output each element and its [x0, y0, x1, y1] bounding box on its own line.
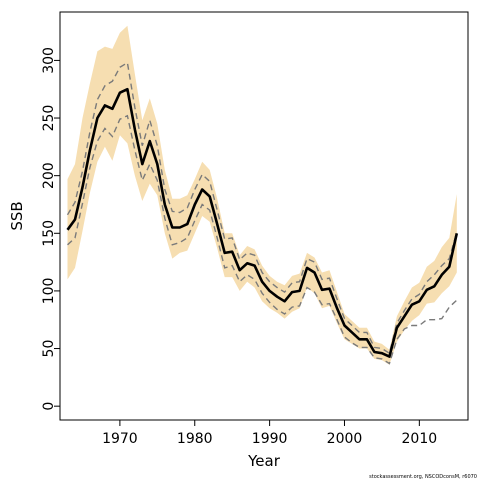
y-tick-label: 0 [41, 402, 57, 411]
confidence-band [67, 25, 457, 365]
y-axis: 0 50 100 150 200 250 300 [41, 47, 60, 411]
x-tick-label: 2000 [327, 431, 363, 447]
plot-frame [59, 11, 469, 421]
y-tick-label: 300 [41, 47, 57, 74]
credit-text: stockassessment.org, NSCODconsM, r6070 [369, 474, 477, 480]
x-axis: 1970 1980 1990 2000 2010 [102, 420, 437, 447]
x-axis-title: Year [247, 452, 281, 470]
x-tick-label: 1970 [102, 431, 138, 447]
y-tick-label: 100 [41, 278, 57, 305]
ssb-estimate-line [66, 87, 459, 358]
y-tick-label: 50 [41, 340, 57, 358]
alt-upper-line [66, 61, 458, 355]
x-tick-label: 1980 [177, 431, 213, 447]
y-tick-label: 200 [41, 162, 57, 189]
x-tick-label: 1990 [252, 431, 288, 447]
y-axis-title: SSB [8, 201, 26, 230]
x-tick-label: 2010 [402, 431, 438, 447]
alt-lower-line [67, 114, 458, 365]
y-tick-label: 250 [41, 105, 57, 132]
y-tick-label: 150 [41, 220, 57, 247]
